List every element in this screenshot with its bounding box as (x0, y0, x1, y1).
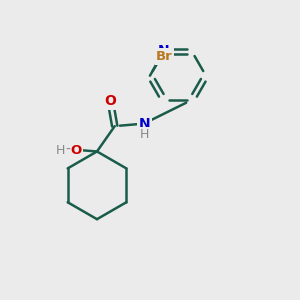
Text: N: N (158, 44, 170, 58)
Text: O: O (104, 94, 116, 109)
Text: Br: Br (156, 50, 173, 63)
Text: H: H (56, 143, 65, 157)
Text: H: H (140, 128, 149, 141)
Text: -: - (65, 143, 70, 157)
Text: O: O (70, 143, 81, 157)
Text: N: N (138, 117, 150, 130)
